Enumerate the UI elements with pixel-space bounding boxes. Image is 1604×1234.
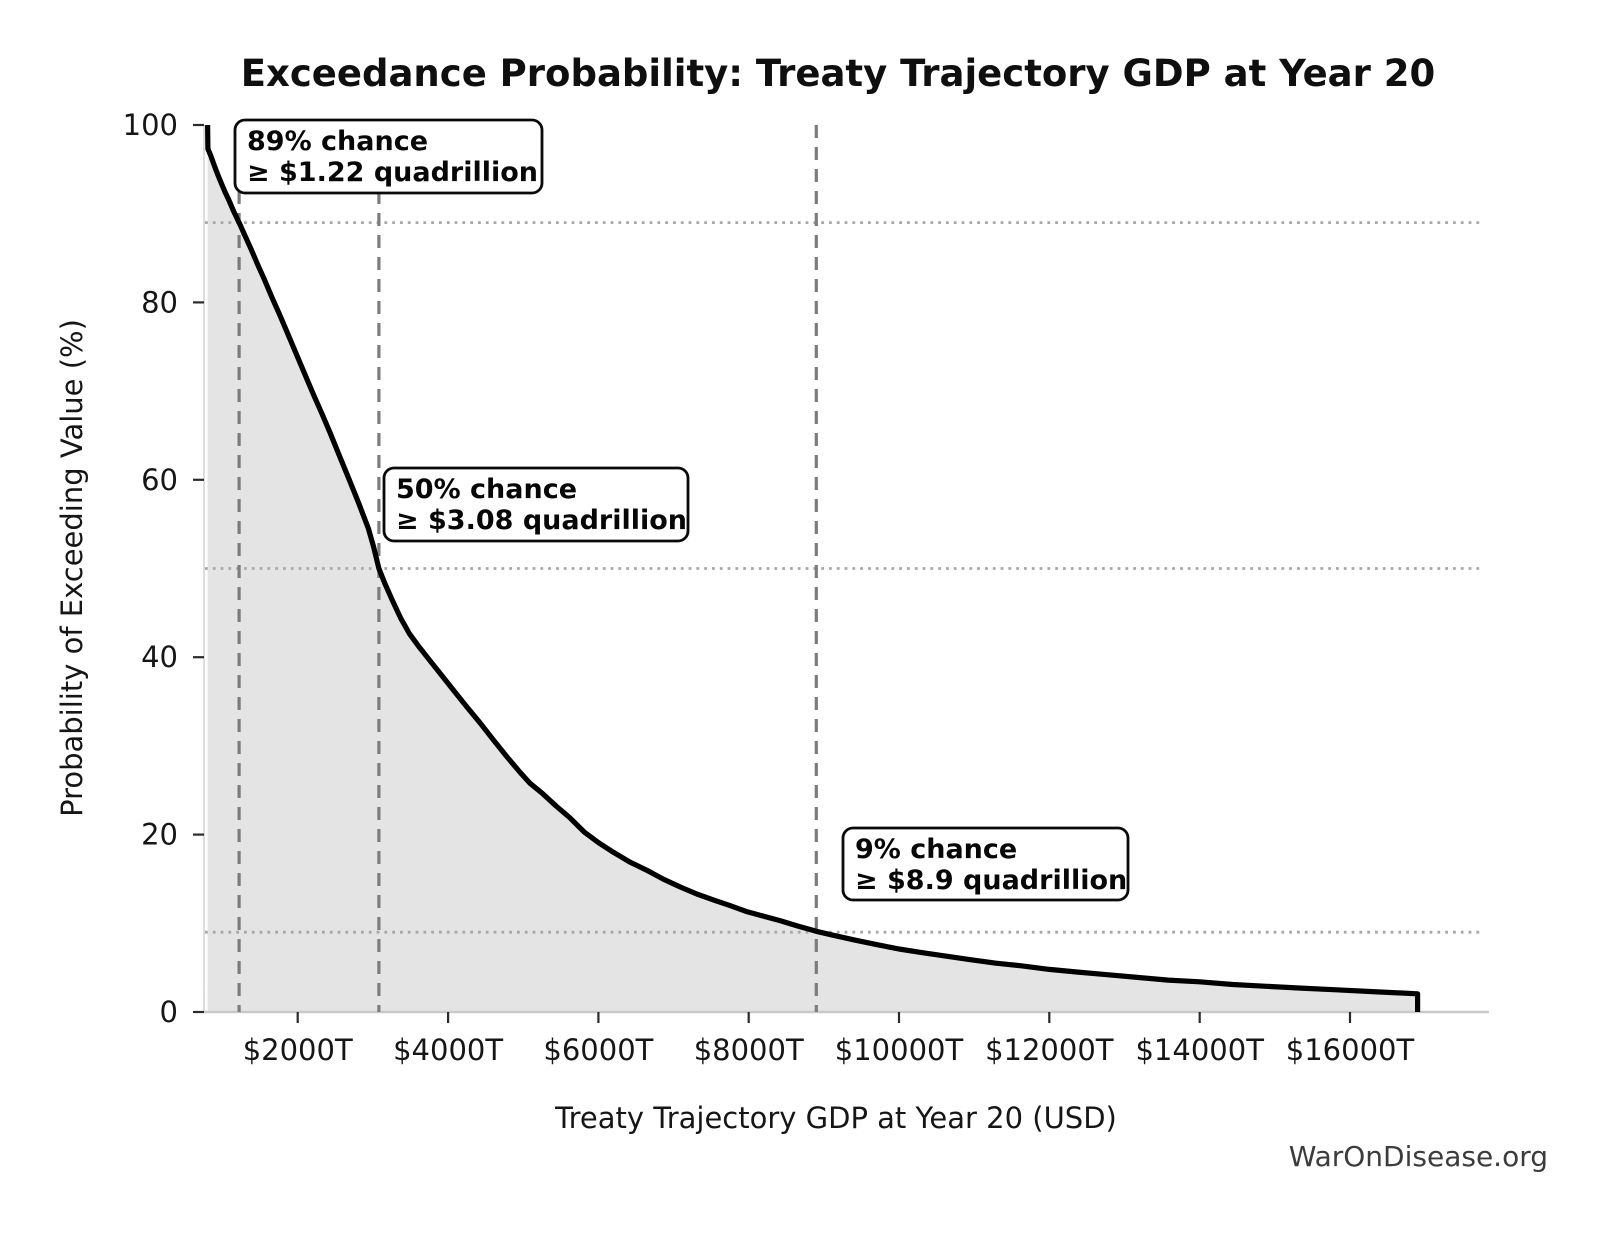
x-tick-label: $8000T xyxy=(694,1033,804,1067)
annotation-line1: 89% chance xyxy=(247,126,428,157)
x-tick-label: $16000T xyxy=(1286,1033,1415,1067)
x-axis-label: Treaty Trajectory GDP at Year 20 (USD) xyxy=(554,1101,1117,1135)
x-tick-label: $2000T xyxy=(243,1033,353,1067)
annotation-line1: 9% chance xyxy=(855,834,1017,865)
y-tick-label: 20 xyxy=(141,818,178,852)
annotation-box-50pct xyxy=(382,466,690,543)
chart-title: Exceedance Probability: Treaty Trajector… xyxy=(241,52,1436,95)
x-tick-label: $12000T xyxy=(985,1033,1114,1067)
x-tick-label: $4000T xyxy=(393,1033,503,1067)
annotation-line1: 50% chance xyxy=(396,474,577,505)
y-tick-label: 60 xyxy=(141,463,178,497)
y-axis-label: Probability of Exceeding Value (%) xyxy=(55,319,89,817)
annotation-box-9pct xyxy=(841,826,1130,902)
plot-area: $2000T $4000T $6000T $8000T $10000T $12000T $1… xyxy=(123,108,1489,1067)
exceedance-curve xyxy=(205,124,1421,1012)
annotation-box-89pct xyxy=(233,118,544,195)
x-tick-label: $10000T xyxy=(835,1033,964,1067)
area-fill xyxy=(207,125,1418,1012)
x-tick-label: $6000T xyxy=(543,1033,653,1067)
x-tick-label: $14000T xyxy=(1135,1033,1264,1067)
y-tick-label: 0 xyxy=(160,995,178,1029)
y-tick-label: 80 xyxy=(141,285,178,319)
annotation-line2: ≥ $1.22 quadrillion xyxy=(247,157,538,188)
watermark: WarOnDisease.org xyxy=(1289,1140,1548,1173)
annotation-line2: ≥ $8.9 quadrillion xyxy=(855,865,1127,896)
y-tick-label: 100 xyxy=(123,108,178,142)
y-tick-label: 40 xyxy=(141,640,178,674)
annotation-line2: ≥ $3.08 quadrillion xyxy=(396,505,687,536)
